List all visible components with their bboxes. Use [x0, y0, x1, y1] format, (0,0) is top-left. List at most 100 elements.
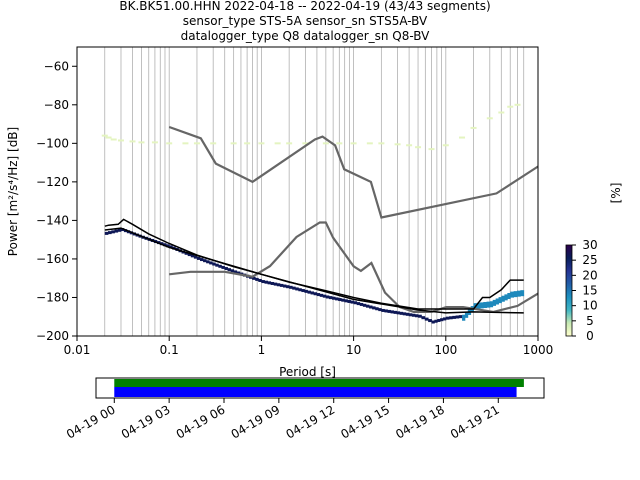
psd-band-cell	[200, 258, 204, 262]
psd-spread-cell	[336, 142, 343, 145]
psd-band-cell	[424, 317, 429, 321]
psd-band-cell	[455, 315, 460, 319]
psd-band-cell	[365, 304, 370, 308]
psd-band-cell	[292, 286, 296, 290]
time-tick-label: 04-19 12	[283, 402, 337, 441]
psd-band-cell	[445, 316, 450, 320]
psd-band-cell	[359, 302, 364, 306]
psd-spread-cell	[514, 103, 521, 106]
y-tick-label: −100	[36, 136, 69, 150]
psd-band-cell	[378, 308, 382, 312]
x-tick-label: 0.1	[160, 343, 179, 357]
psd-band-cell	[227, 268, 231, 272]
psd-band-cell	[369, 305, 373, 309]
psd-band-cell	[480, 302, 484, 309]
psd-band-cell	[193, 255, 198, 259]
psd-band-cell	[356, 302, 361, 306]
psd-band-cell	[282, 284, 287, 288]
psd-band-cell	[421, 316, 426, 320]
psd-band-cell	[501, 295, 505, 302]
psd-band-cell	[449, 316, 453, 320]
psd-band-cell	[347, 299, 351, 303]
psd-spread-cell	[138, 141, 145, 144]
psd-spread-cell	[486, 117, 493, 120]
psd-band-cell	[273, 282, 278, 286]
psd-band-cell	[495, 298, 499, 305]
colorbar-label: [%]	[609, 183, 623, 204]
psd-spread-cell	[470, 126, 477, 129]
psd-band-cell	[458, 315, 463, 319]
psd-band-cell	[476, 302, 481, 309]
psd-band-cell	[322, 294, 327, 298]
psd-band-cell	[319, 293, 324, 297]
psd-band-cell	[405, 312, 410, 316]
psd-band-cell	[411, 313, 416, 317]
colorbar-tick-label: 15	[582, 284, 597, 298]
psd-spread-cell	[230, 142, 237, 145]
psd-spread-cell	[182, 142, 189, 145]
y-tick-label: −200	[36, 329, 69, 343]
psd-band-cell	[301, 289, 305, 293]
x-tick-label: 100	[434, 343, 457, 357]
psd-spread-cell	[302, 142, 309, 145]
psd-band-cell	[399, 311, 404, 315]
time-tick-label: 04-19 00	[64, 402, 118, 441]
psd-band-cell	[402, 312, 407, 316]
psd-spread-cell	[394, 143, 401, 146]
x-tick-label: 0.01	[64, 343, 91, 357]
psd-spread-cell	[117, 139, 124, 142]
psd-band-cell	[163, 243, 167, 247]
psd-band-cell	[414, 314, 419, 318]
psd-spread-cell	[442, 144, 449, 147]
psd-band-cell	[375, 307, 379, 311]
psd-band-cell	[393, 310, 398, 314]
psd-band-cell	[218, 264, 222, 268]
psd-spread-cell	[406, 144, 413, 147]
figure-title: BK.BK51.00.HHN 2022-04-18 -- 2022-04-19 …	[119, 0, 490, 43]
psd-band-cell	[166, 244, 170, 248]
psd-spread-cell	[129, 140, 136, 143]
plot-frame	[76, 46, 539, 337]
title-line-1: sensor_type STS-5A sensor_sn STS5A-BV	[183, 14, 428, 28]
psd-band-cell	[196, 256, 201, 260]
psd-band-cell	[516, 290, 521, 297]
time-tick-label: 04-19 09	[229, 402, 283, 441]
psd-band-cell	[325, 295, 330, 299]
psd-spread-cell	[415, 146, 422, 149]
psd-band-cell	[390, 310, 394, 314]
grid-lines	[104, 47, 525, 336]
psd-spread-cell	[244, 142, 251, 145]
psd-band-cell	[252, 276, 256, 280]
psd-band-cell	[212, 262, 216, 266]
psd-band-cell	[203, 259, 207, 263]
psd-spread-cell	[101, 134, 108, 137]
psd-band-cell	[362, 303, 367, 307]
psd-spread-cell	[258, 142, 265, 145]
psd-spread-cell	[322, 142, 329, 145]
title-line-2: datalogger_type Q8 datalogger_sn Q8-BV	[181, 29, 431, 43]
psd-band	[104, 228, 525, 324]
psd-band-cell	[104, 231, 109, 235]
psd-band-cell	[117, 228, 122, 232]
psd-band-cell	[341, 298, 345, 302]
psd-band-cell	[316, 293, 321, 297]
psd-band-cell	[332, 296, 336, 300]
psd-spread-cell	[286, 142, 293, 145]
psd-band-cell	[338, 298, 342, 302]
y-tick-label: −180	[36, 290, 69, 304]
psd-band-cell	[442, 317, 447, 321]
psd-band-cell	[387, 309, 391, 313]
psd-band-cell	[510, 291, 515, 298]
psd-band-cell	[396, 311, 401, 315]
mode-line	[104, 218, 524, 310]
psd-band-cell	[489, 301, 494, 308]
psd-band-cell	[434, 319, 438, 323]
psd-band-cell	[267, 281, 272, 285]
psd-band-cell	[295, 287, 299, 291]
psd-spread-cell	[378, 142, 385, 145]
time-coverage-bar: 04-19 00 04-19 03 04-19 06 04-19 09 04-19 12…	[64, 377, 545, 442]
y-tick-label: −80	[44, 98, 69, 112]
psd-band-cell	[114, 229, 119, 233]
